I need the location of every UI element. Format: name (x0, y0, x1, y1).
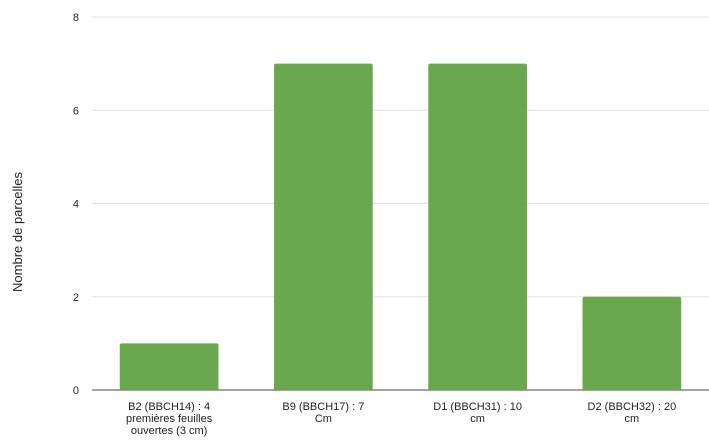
bars (119, 63, 682, 390)
x-category-label-line: premières feuilles (126, 413, 213, 425)
bar (274, 63, 373, 390)
x-category-label: B9 (BBCH17) : 7 Cm (282, 401, 364, 425)
x-category-label-line: D1 (BBCH31) : 10 (433, 401, 522, 413)
y-tick-label: 6 (73, 105, 79, 117)
x-category-label-line: cm (625, 413, 640, 425)
x-category-label-line: B9 (BBCH17) : 7 (282, 401, 364, 413)
x-category-label-line: D2 (BBCH32) : 20 (588, 401, 677, 413)
y-axis-title: Nombre de parcelles (10, 172, 25, 292)
x-category-label-line: cm (470, 413, 485, 425)
bar (582, 296, 682, 390)
x-category-label: D1 (BBCH31) : 10 cm (433, 401, 522, 425)
bar (119, 343, 219, 390)
x-category-label: B2 (BBCH14) : 4 premières feuilles ouverte… (126, 401, 213, 437)
x-category-label-line: Cm (315, 413, 332, 425)
x-axis-labels: B2 (BBCH14) : 4 premières feuilles ouverte… (126, 401, 676, 437)
x-category-label: D2 (BBCH32) : 20 cm (588, 401, 677, 425)
x-category-label-line: ouvertes (3 cm) (131, 425, 207, 437)
y-axis-ticks: 0 2 4 6 8 (73, 12, 79, 397)
y-tick-label: 0 (73, 385, 79, 397)
y-tick-label: 2 (73, 292, 79, 304)
y-tick-label: 8 (73, 12, 79, 24)
x-category-label-line: B2 (BBCH14) : 4 (128, 401, 210, 413)
y-tick-label: 4 (73, 199, 79, 211)
bar (428, 63, 527, 390)
